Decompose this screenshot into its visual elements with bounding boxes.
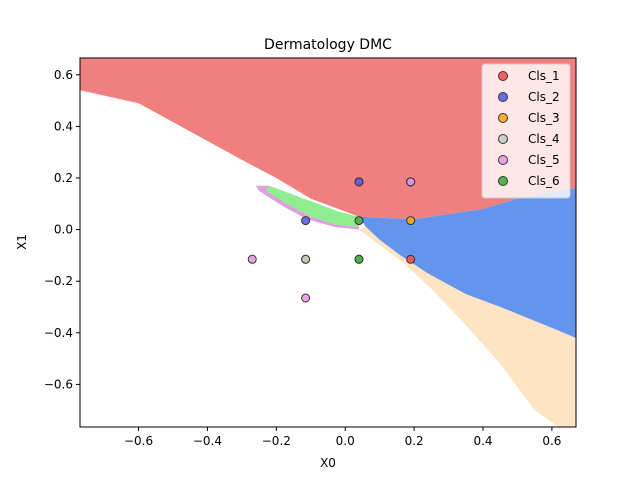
legend-label-cls-5: Cls_5 (528, 153, 560, 167)
x-tick-label: 0.6 (542, 434, 561, 448)
legend-marker-cls-1 (498, 71, 508, 81)
legend-label-cls-4: Cls_4 (528, 132, 560, 146)
y-tick-label: 0.0 (54, 223, 73, 237)
region-cls-3 (359, 227, 576, 427)
y-tick-label: 0.6 (54, 68, 73, 82)
chart-title: Dermatology DMC (264, 37, 392, 53)
y-tick-label: −0.2 (44, 274, 73, 288)
y-tick-label: −0.6 (44, 377, 73, 391)
legend: Cls_1 Cls_2 Cls_3 Cls_4 Cls_5 Cls_6 (481, 63, 571, 199)
x-tick-label: 0.0 (336, 434, 355, 448)
region-cls-5 (255, 185, 359, 230)
scatter-points (247, 177, 416, 303)
x-axis-label: X0 (320, 456, 336, 470)
axes-frame (79, 57, 577, 428)
point-cls-6 (354, 216, 364, 226)
x-tick-label: −0.4 (193, 434, 222, 448)
point-cls-4 (301, 254, 311, 264)
legend-label-cls-1: Cls_1 (528, 69, 560, 83)
point-cls-6 (354, 254, 364, 264)
legend-marker-cls-2 (498, 92, 508, 102)
legend-label-cls-3: Cls_3 (528, 111, 560, 125)
point-cls-5 (301, 293, 311, 303)
point-cls-5 (406, 177, 416, 187)
decision-regions (80, 58, 576, 427)
region-cls-1 (80, 58, 576, 220)
y-axis-label: X1 (15, 234, 29, 250)
x-tick-label: 0.4 (473, 434, 492, 448)
legend-marker-cls-3 (498, 113, 508, 123)
x-tick-label: −0.2 (262, 434, 291, 448)
point-cls-1 (406, 254, 416, 264)
x-tick-label: 0.2 (405, 434, 424, 448)
point-cls-2 (354, 177, 364, 187)
x-axis-ticks: −0.6 −0.4 −0.2 0.0 0.2 0.4 0.6 (124, 427, 561, 448)
x-tick-label: −0.6 (124, 434, 153, 448)
legend-marker-cls-6 (498, 176, 508, 186)
y-axis-ticks: −0.6 −0.4 −0.2 0.0 0.2 0.4 0.6 (44, 68, 80, 391)
point-cls-3 (406, 216, 416, 226)
point-cls-5 (247, 254, 257, 264)
legend-label-cls-6: Cls_6 (528, 174, 560, 188)
legend-marker-cls-4 (498, 134, 508, 144)
y-tick-label: 0.4 (54, 119, 73, 133)
y-tick-label: −0.4 (44, 326, 73, 340)
region-cls-2 (359, 188, 576, 338)
region-cls-6 (266, 185, 359, 227)
legend-marker-cls-5 (498, 155, 508, 165)
y-tick-label: 0.2 (54, 171, 73, 185)
point-cls-2 (301, 216, 311, 226)
legend-label-cls-2: Cls_2 (528, 90, 560, 104)
